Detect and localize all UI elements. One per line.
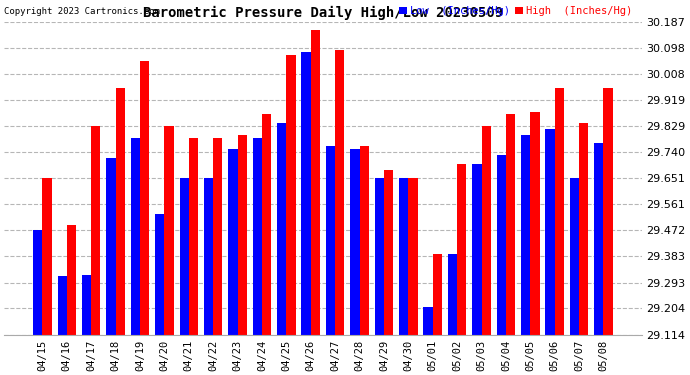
Bar xyxy=(545,129,555,335)
Bar xyxy=(91,126,101,335)
Bar xyxy=(555,88,564,335)
Bar xyxy=(237,135,247,335)
Bar xyxy=(472,164,482,335)
Bar xyxy=(82,275,91,335)
Bar xyxy=(375,178,384,335)
Bar xyxy=(33,230,42,335)
Bar xyxy=(351,149,359,335)
Bar xyxy=(155,213,164,335)
Bar xyxy=(286,55,295,335)
Bar xyxy=(399,178,408,335)
Bar xyxy=(497,155,506,335)
Bar xyxy=(424,307,433,335)
Bar xyxy=(130,138,140,335)
Bar xyxy=(335,50,344,335)
Bar xyxy=(179,178,189,335)
Bar xyxy=(204,178,213,335)
Bar xyxy=(57,276,67,335)
Bar xyxy=(164,126,174,335)
Bar xyxy=(521,135,531,335)
Bar xyxy=(116,88,125,335)
Legend: Low  (Inches/Hg), High  (Inches/Hg): Low (Inches/Hg), High (Inches/Hg) xyxy=(395,2,636,21)
Bar xyxy=(228,149,237,335)
Text: Copyright 2023 Cartronics.com: Copyright 2023 Cartronics.com xyxy=(4,7,160,16)
Bar xyxy=(140,60,149,335)
Bar xyxy=(359,147,368,335)
Bar xyxy=(579,123,589,335)
Title: Barometric Pressure Daily High/Low 20230509: Barometric Pressure Daily High/Low 20230… xyxy=(143,5,503,20)
Bar xyxy=(213,138,222,335)
Bar xyxy=(408,178,417,335)
Bar xyxy=(262,114,271,335)
Bar xyxy=(42,178,52,335)
Bar xyxy=(570,178,579,335)
Bar xyxy=(384,170,393,335)
Bar xyxy=(189,138,198,335)
Bar xyxy=(106,158,116,335)
Bar xyxy=(594,143,604,335)
Bar xyxy=(506,114,515,335)
Bar xyxy=(482,126,491,335)
Bar xyxy=(448,254,457,335)
Bar xyxy=(326,147,335,335)
Bar xyxy=(457,164,466,335)
Bar xyxy=(277,123,286,335)
Bar xyxy=(531,111,540,335)
Bar xyxy=(67,225,76,335)
Bar xyxy=(253,138,262,335)
Bar xyxy=(310,30,320,335)
Bar xyxy=(604,88,613,335)
Bar xyxy=(433,254,442,335)
Bar xyxy=(302,52,310,335)
